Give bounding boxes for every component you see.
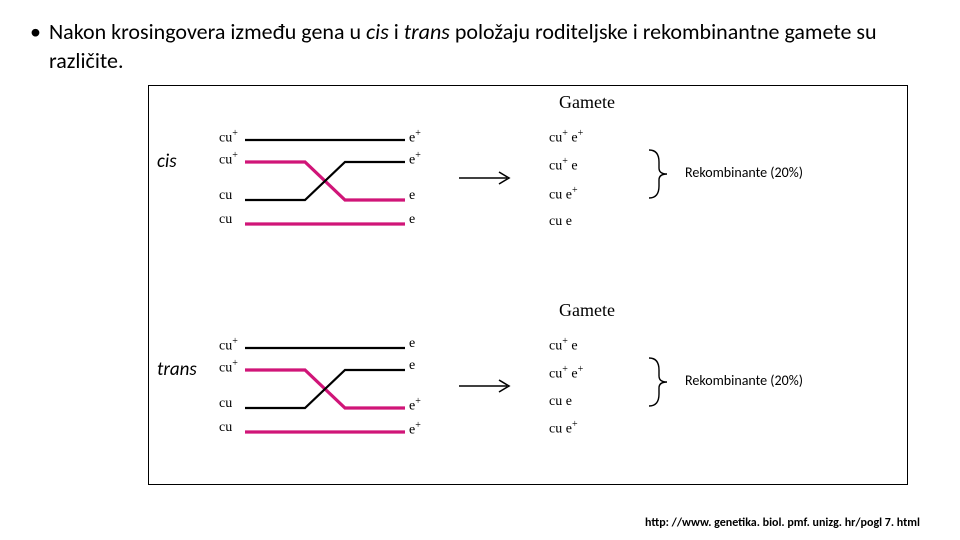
cis-allele-l1: cu+: [219, 128, 238, 147]
trans-gamete-4: cu e+: [549, 415, 583, 443]
recomb-label-cis: Rekombinante (20%): [685, 164, 803, 181]
recomb-label-trans: Rekombinante (20%): [685, 372, 803, 389]
bullet-text: Nakon krosingovera između gena u cis i t…: [49, 18, 932, 75]
chrom-area-cis: cu+ cu+ cu cu e+ e+ e e: [225, 122, 425, 242]
chromatids-cis: [225, 122, 425, 242]
cis-gamete-3: cu e+: [549, 181, 583, 209]
panel-trans: trans Gamete cu+ cu+ cu cu e e e+ e+: [149, 300, 907, 480]
cis-gamete-4: cu e: [549, 209, 583, 236]
bullet-cis: cis: [366, 18, 389, 45]
bracket-cis: [645, 148, 681, 200]
cis-gamete-2: cu+ e: [549, 152, 583, 180]
panel-cis: cis Gamete cu+ cu+ cu cu e+ e+ e e: [149, 92, 907, 272]
config-label-trans: trans: [157, 358, 197, 381]
cis-gamete-1: cu+ e+: [549, 124, 583, 152]
citation: http: //www. genetika. biol. pmf. unizg.…: [645, 516, 920, 530]
gamete-list-cis: cu+ e+ cu+ e cu e+ cu e: [549, 124, 583, 235]
cis-allele-r1: e+: [409, 128, 421, 147]
cis-allele-l4: cu: [219, 212, 232, 228]
trans-allele-r4: e+: [409, 420, 421, 439]
gamete-list-trans: cu+ e cu+ e+ cu e cu e+: [549, 332, 583, 443]
trans-gamete-1: cu+ e: [549, 332, 583, 360]
cis-allele-r2: e+: [409, 150, 421, 169]
trans-allele-r3: e+: [409, 396, 421, 415]
bullet-trans: trans: [404, 18, 450, 45]
gamete-title-trans: Gamete: [559, 300, 615, 321]
cis-allele-l3: cu: [219, 188, 232, 204]
trans-allele-l2: cu+: [219, 358, 238, 377]
bullet-p2: i: [389, 18, 404, 45]
bracket-trans: [645, 356, 681, 408]
arrow-cis: [457, 168, 517, 188]
cis-allele-l2: cu+: [219, 150, 238, 169]
arrow-trans: [457, 376, 517, 396]
cis-allele-r4: e: [409, 212, 415, 228]
trans-allele-l1: cu+: [219, 336, 238, 355]
config-label-cis: cis: [157, 150, 177, 173]
diagram-frame: cis Gamete cu+ cu+ cu cu e+ e+ e e: [148, 85, 908, 485]
trans-allele-l4: cu: [219, 420, 232, 436]
chromatids-trans: [225, 330, 425, 450]
trans-allele-r1: e: [409, 336, 415, 352]
bullet-line: • Nakon krosingovera između gena u cis i…: [28, 18, 932, 75]
trans-gamete-3: cu e: [549, 389, 583, 416]
gamete-title-cis: Gamete: [559, 92, 615, 113]
trans-gamete-2: cu+ e+: [549, 360, 583, 388]
trans-allele-r2: e: [409, 358, 415, 374]
cis-allele-r3: e: [409, 188, 415, 204]
bullet-p1: Nakon krosingovera između gena u: [49, 18, 366, 45]
bullet-marker: •: [28, 18, 41, 47]
trans-allele-l3: cu: [219, 396, 232, 412]
chrom-area-trans: cu+ cu+ cu cu e e e+ e+: [225, 330, 425, 450]
